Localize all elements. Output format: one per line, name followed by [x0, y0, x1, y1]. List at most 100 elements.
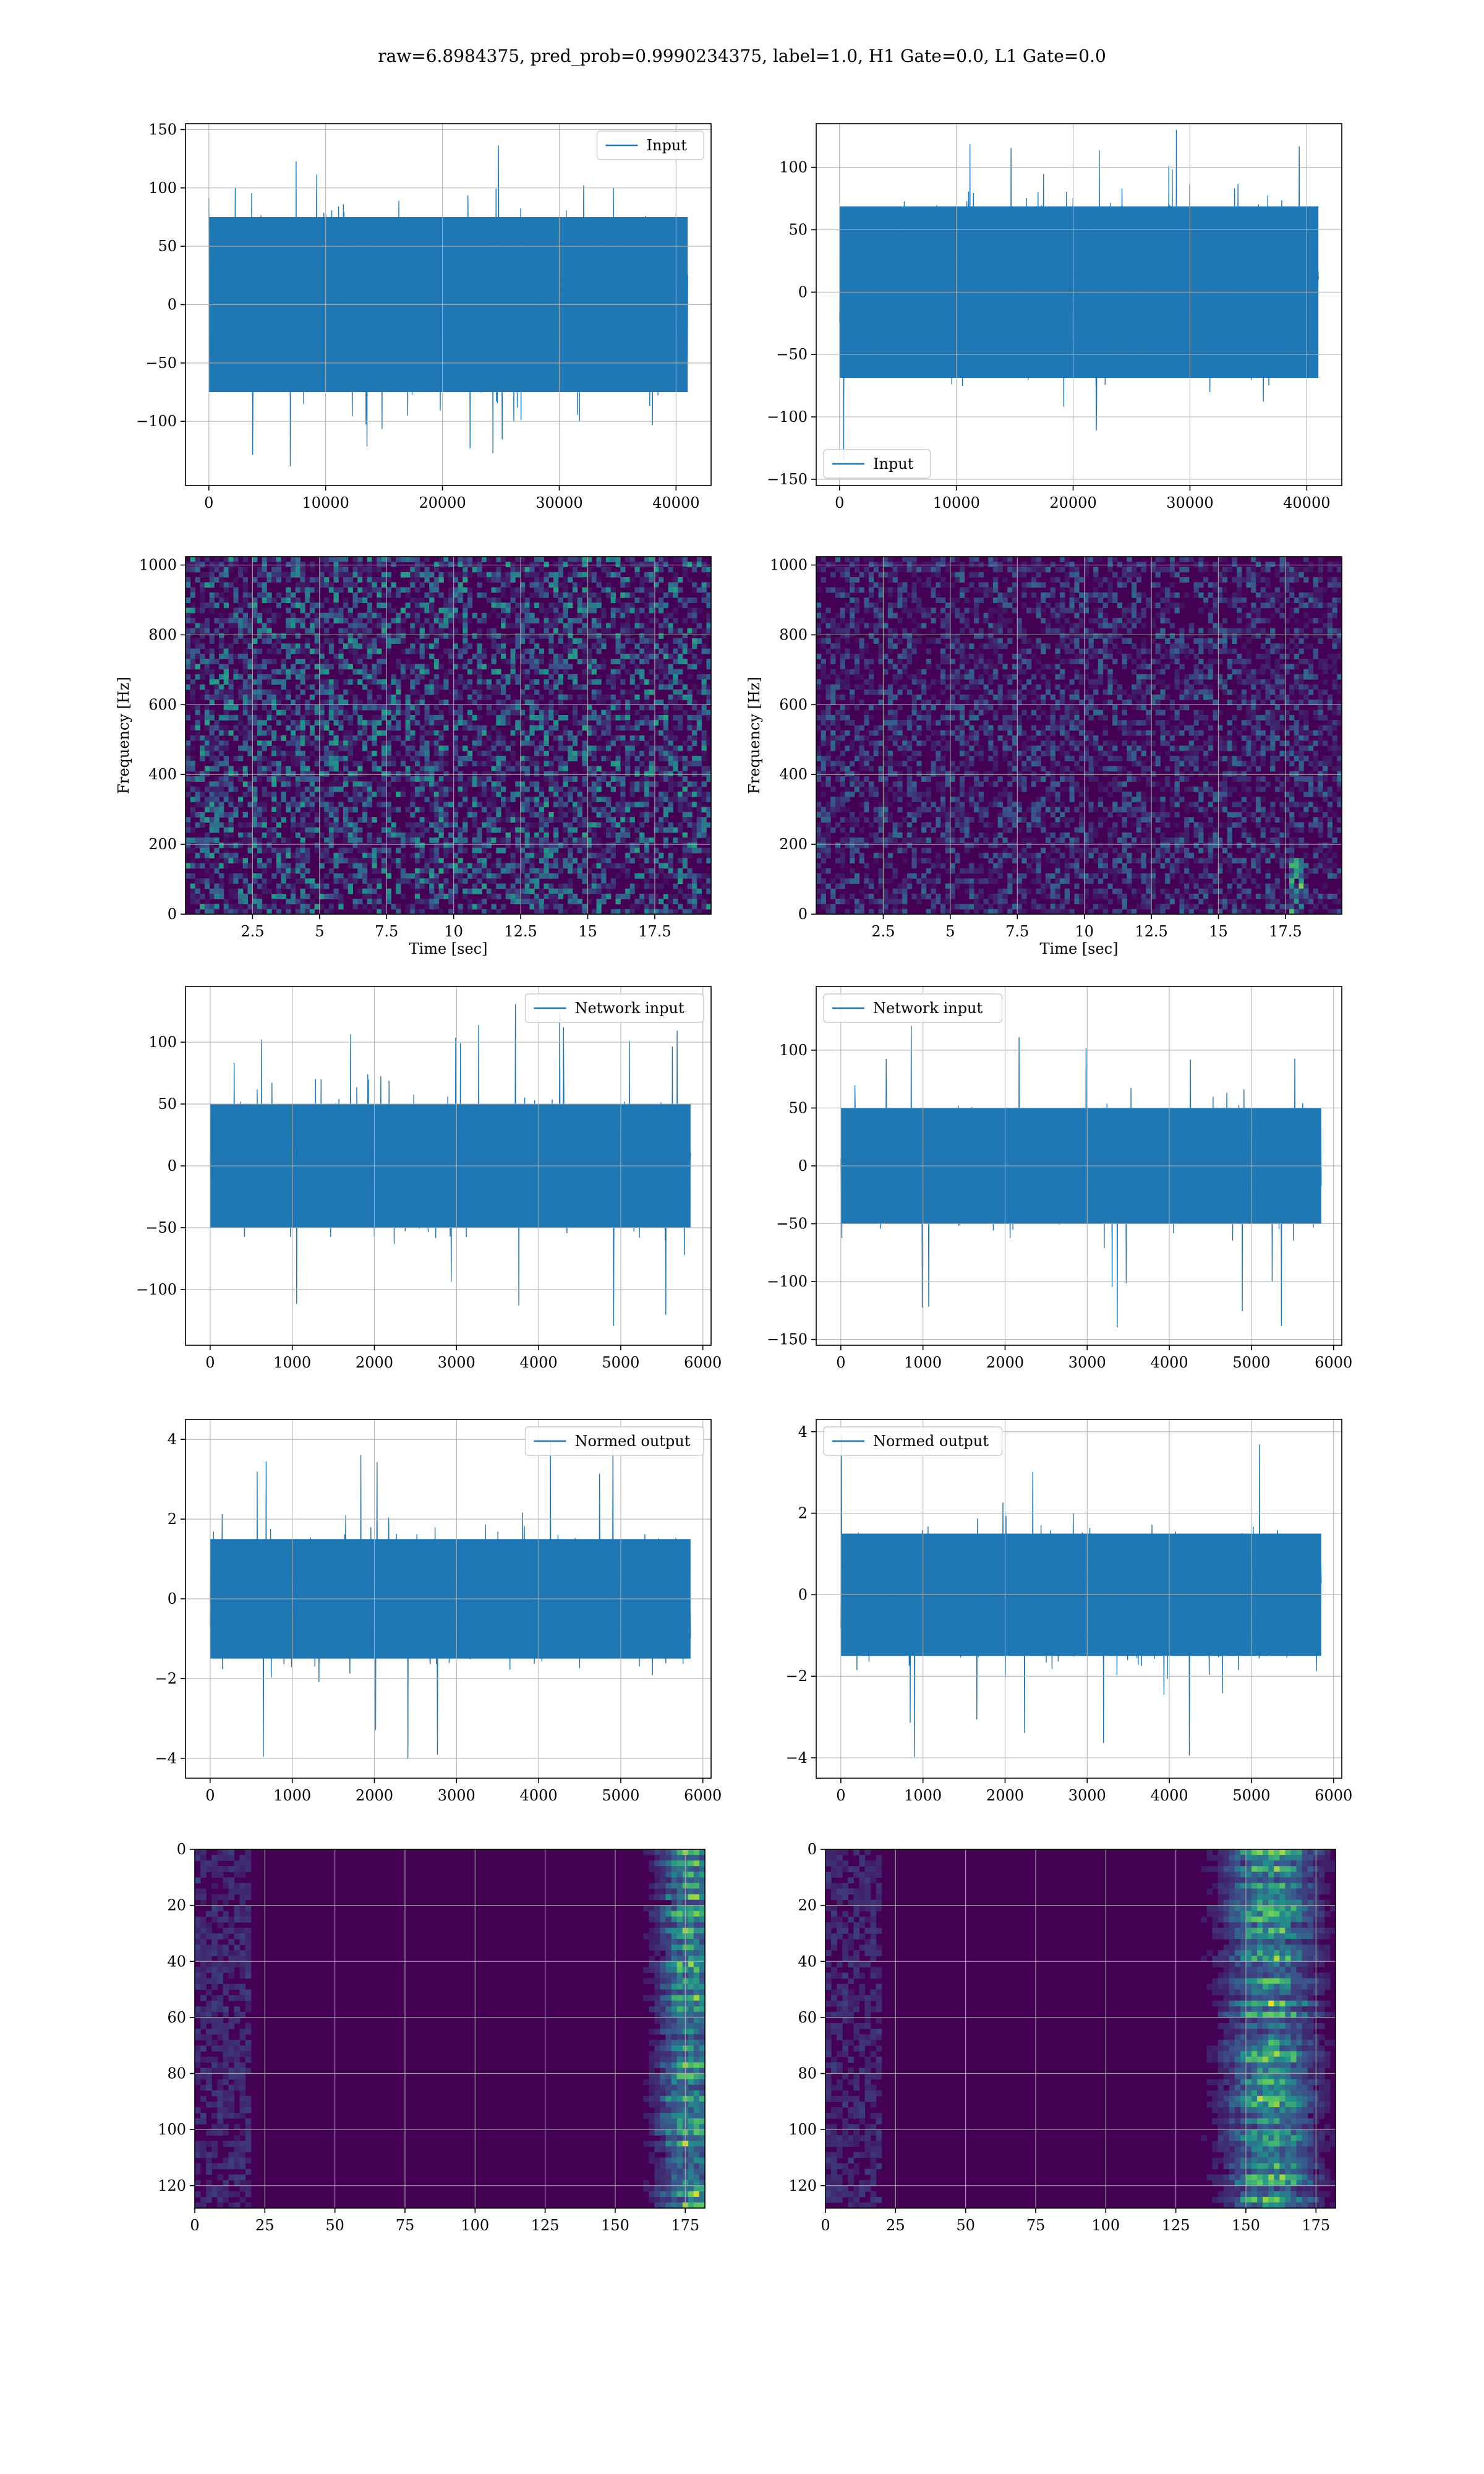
x-tick-label: 125 [1162, 2217, 1190, 2234]
x-tick-label: 5000 [602, 1354, 639, 1371]
subplot-norm_l1: 0 1000 2000 3000 4000 5000 6000 −4 −2 0 2 4 Normed o… [786, 1419, 1352, 1804]
y-tick-label: 100 [148, 1034, 177, 1051]
x-tick-label: 0 [205, 1787, 215, 1804]
subplot-norm_h1: 0 1000 2000 3000 4000 5000 6000 −4 −2 0 2 4 Normed o… [155, 1419, 722, 1804]
y-tick-label: 20 [167, 1897, 186, 1914]
x-tick-label: 125 [531, 2217, 560, 2234]
x-tick-label: 2000 [986, 1354, 1024, 1371]
x-tick-label: 10 [1075, 923, 1094, 940]
heatmap-cells [186, 557, 711, 914]
y-tick-label: 600 [148, 696, 177, 713]
subplot-grid: 0 10000 20000 30000 40000−100−50050100150Inp… [115, 121, 1352, 2234]
y-tick-label: 0 [168, 296, 177, 314]
grid-lines [186, 987, 711, 1345]
y-tick-label: 50 [788, 221, 808, 238]
grid-lines [816, 124, 1342, 486]
y-tick-label: 100 [779, 159, 808, 176]
y-tick-label: 100 [779, 1042, 808, 1059]
grid-lines [186, 124, 711, 486]
x-tick-label: 5000 [1232, 1354, 1270, 1371]
x-tick-label: 4000 [520, 1354, 558, 1371]
x-tick-label: 5 [315, 923, 324, 940]
figure-title: raw=6.8984375, pred_prob=0.9990234375, l… [378, 46, 1106, 66]
series-line [840, 1435, 1322, 1757]
x-tick-label: 6000 [1315, 1787, 1352, 1804]
legend-label: Normed output [873, 1432, 989, 1450]
axes-frame [194, 1849, 706, 2209]
axes-frame [185, 556, 712, 915]
x-tick-label: 150 [601, 2217, 629, 2234]
y-tick-label: 400 [148, 766, 177, 783]
subplot-input_h1: 0 10000 20000 30000 40000 −100 −50 0 50 100 150 Inp… [136, 121, 712, 511]
subplot-net_l1: 0 1000 2000 3000 4000 5000 6000 −150 −100 −50 0 50 1… [767, 986, 1352, 1371]
x-tick-label: 25 [886, 2217, 905, 2234]
y-tick-label: 120 [158, 2177, 186, 2194]
x-tick-label: 75 [396, 2217, 415, 2234]
x-tick-label: 0 [836, 1354, 845, 1371]
legend-label: Normed output [575, 1432, 691, 1450]
y-tick-label: 200 [779, 836, 808, 853]
y-tick-label: 50 [158, 238, 177, 255]
x-tick-label: 25 [255, 2217, 275, 2234]
subplot-feat_l1: 0 25 50 75 100 125 150 175 0 20 40 60 80 100 120 [788, 1841, 1336, 2234]
x-tick-label: 40000 [652, 494, 699, 511]
x-tick-label: 1000 [273, 1354, 311, 1371]
y-tick-label: 1000 [770, 557, 808, 574]
x-tick-label: 4000 [520, 1787, 558, 1804]
x-tick-label: 7.5 [1005, 923, 1029, 940]
y-tick-label: −2 [786, 1667, 808, 1685]
y-tick-label: 200 [148, 836, 177, 853]
y-tick-label: −4 [786, 1749, 808, 1766]
x-tick-label: 100 [461, 2217, 489, 2234]
y-tick-label: 60 [798, 2009, 817, 2026]
x-tick-label: 50 [956, 2217, 975, 2234]
x-tick-label: 0 [835, 494, 844, 511]
legend: Network input [524, 993, 704, 1023]
legend-label: Network input [575, 999, 684, 1017]
x-tick-label: 0 [190, 2217, 199, 2234]
y-tick-label: 60 [167, 2009, 186, 2026]
y-tick-label: 100 [788, 2121, 817, 2138]
x-tick-label: 4000 [1151, 1787, 1188, 1804]
y-tick-label: −4 [155, 1750, 177, 1767]
y-tick-label: 4 [168, 1431, 177, 1448]
x-axis-label: Time [sec] [409, 940, 488, 957]
y-axis-label: Frequency [Hz] [115, 677, 132, 794]
x-tick-label: 15 [578, 923, 597, 940]
subplot-spec_l1: 2.5 5 7.5 10 12.5 15 17.5 0 200 400 600 800 1000 Time… [746, 556, 1342, 957]
x-tick-label: 5 [945, 923, 955, 940]
legend-label: Input [873, 455, 914, 473]
x-tick-label: 6000 [684, 1787, 722, 1804]
x-tick-label: 5000 [602, 1787, 639, 1804]
legend-label: Network input [873, 999, 983, 1017]
series-line [210, 1004, 691, 1326]
legend: Network input [823, 993, 1003, 1023]
legend: Normed output [823, 1426, 1003, 1456]
x-tick-label: 2000 [356, 1354, 393, 1371]
x-tick-label: 175 [671, 2217, 699, 2234]
subplot-feat_h1: 0 25 50 75 100 125 150 175 0 20 40 60 80 100 120 [158, 1841, 706, 2234]
y-tick-label: 80 [167, 2065, 186, 2082]
y-tick-label: 0 [168, 1157, 177, 1175]
x-tick-label: 1000 [273, 1787, 311, 1804]
legend: Input [596, 131, 704, 160]
y-tick-label: 800 [779, 626, 808, 643]
y-tick-label: −50 [776, 346, 808, 363]
x-tick-label: 10 [444, 923, 463, 940]
x-tick-label: 75 [1026, 2217, 1046, 2234]
x-tick-label: 0 [205, 1354, 215, 1371]
y-tick-label: −150 [767, 1331, 808, 1348]
heatmap-cells [195, 1849, 705, 2208]
series-line [840, 1025, 1322, 1328]
y-tick-label: −100 [136, 413, 177, 430]
y-tick-label: 0 [798, 1157, 808, 1175]
grid-lines [186, 1419, 711, 1778]
x-tick-label: 20000 [419, 494, 466, 511]
axes-frame [816, 1419, 1342, 1779]
y-tick-label: 4 [798, 1423, 808, 1440]
series-line [208, 145, 688, 466]
x-tick-label: 15 [1209, 923, 1228, 940]
y-tick-label: 0 [798, 283, 808, 301]
x-tick-label: 0 [204, 494, 213, 511]
y-tick-label: 40 [167, 1953, 186, 1970]
